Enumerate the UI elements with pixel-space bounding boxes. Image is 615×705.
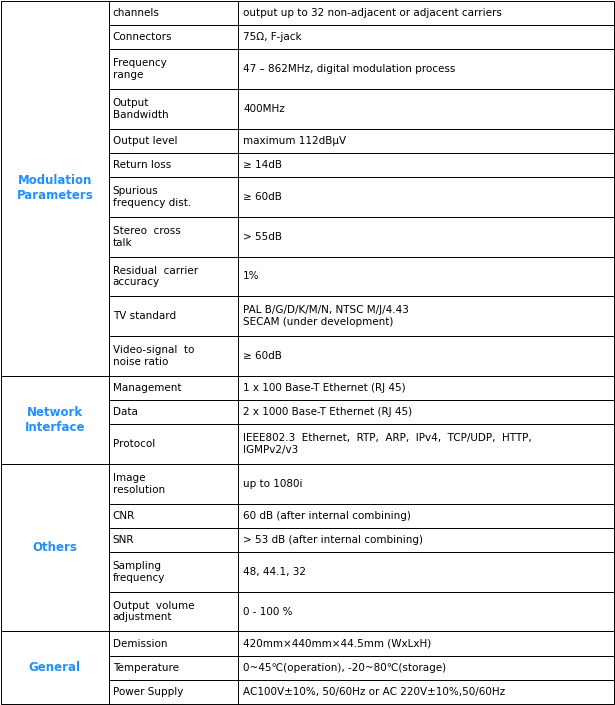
Text: 60 dB (after internal combining): 60 dB (after internal combining) (243, 510, 411, 521)
Bar (238, 552, 614, 591)
Text: Protocol: Protocol (113, 439, 155, 449)
Text: Modulation
Parameters: Modulation Parameters (17, 174, 93, 202)
Text: Frequency
range: Frequency range (113, 59, 167, 80)
Bar (1, 376, 109, 464)
Text: Spurious
frequency dist.: Spurious frequency dist. (113, 186, 191, 208)
Text: AC100V±10%, 50/60Hz or AC 220V±10%,50/60Hz: AC100V±10%, 50/60Hz or AC 220V±10%,50/60… (243, 687, 506, 697)
Bar (109, 680, 238, 704)
Text: Demission: Demission (113, 639, 167, 649)
Text: up to 1080i: up to 1080i (243, 479, 303, 489)
Text: 1 x 100 Base-T Ethernet (RJ 45): 1 x 100 Base-T Ethernet (RJ 45) (243, 383, 406, 393)
Text: Management: Management (113, 383, 181, 393)
Bar (109, 400, 238, 424)
Text: Video-signal  to
noise ratio: Video-signal to noise ratio (113, 345, 194, 367)
Bar (109, 25, 238, 49)
Bar (238, 503, 614, 528)
Text: Others: Others (33, 541, 77, 554)
Text: Residual  carrier
accuracy: Residual carrier accuracy (113, 266, 198, 288)
Text: Network
Interface: Network Interface (25, 406, 85, 434)
Bar (109, 89, 238, 129)
Bar (238, 464, 614, 503)
Text: Power Supply: Power Supply (113, 687, 183, 697)
Bar (109, 153, 238, 177)
Bar (109, 503, 238, 528)
Text: > 55dB: > 55dB (243, 232, 282, 242)
Text: ≥ 60dB: ≥ 60dB (243, 192, 282, 202)
Text: ≥ 14dB: ≥ 14dB (243, 160, 282, 170)
Bar (238, 680, 614, 704)
Bar (109, 129, 238, 153)
Bar (238, 25, 614, 49)
Text: channels: channels (113, 8, 159, 18)
Bar (109, 591, 238, 632)
Bar (109, 552, 238, 591)
Bar (1, 464, 109, 632)
Bar (238, 217, 614, 257)
Bar (238, 177, 614, 217)
Text: 0~45℃(operation), -20~80℃(storage): 0~45℃(operation), -20~80℃(storage) (243, 663, 446, 673)
Text: 47 – 862MHz, digital modulation process: 47 – 862MHz, digital modulation process (243, 64, 456, 74)
Text: Temperature: Temperature (113, 663, 178, 673)
Text: Output level: Output level (113, 136, 177, 146)
Text: 75Ω, F-jack: 75Ω, F-jack (243, 32, 302, 42)
Text: Output  volume
adjustment: Output volume adjustment (113, 601, 194, 623)
Text: 1%: 1% (243, 271, 260, 281)
Text: 420mm×440mm×44.5mm (WxLxH): 420mm×440mm×44.5mm (WxLxH) (243, 639, 432, 649)
Bar (238, 632, 614, 656)
Text: IEEE802.3  Ethernet,  RTP,  ARP,  IPv4,  TCP/UDP,  HTTP,
IGMPv2/v3: IEEE802.3 Ethernet, RTP, ARP, IPv4, TCP/… (243, 434, 532, 455)
Bar (109, 1, 238, 25)
Bar (238, 656, 614, 680)
Bar (238, 528, 614, 552)
Text: Image
resolution: Image resolution (113, 473, 165, 495)
Bar (109, 632, 238, 656)
Bar (238, 400, 614, 424)
Bar (238, 153, 614, 177)
Bar (109, 296, 238, 336)
Text: > 53 dB (after internal combining): > 53 dB (after internal combining) (243, 535, 423, 545)
Text: TV standard: TV standard (113, 311, 176, 321)
Text: ≥ 60dB: ≥ 60dB (243, 351, 282, 361)
Bar (109, 424, 238, 464)
Bar (1, 1, 109, 376)
Bar (109, 217, 238, 257)
Text: General: General (29, 661, 81, 674)
Bar (238, 376, 614, 400)
Bar (109, 464, 238, 503)
Bar (109, 177, 238, 217)
Bar (109, 336, 238, 376)
Bar (238, 49, 614, 89)
Bar (109, 49, 238, 89)
Bar (238, 424, 614, 464)
Bar (238, 257, 614, 296)
Bar (238, 1, 614, 25)
Bar (109, 376, 238, 400)
Bar (109, 656, 238, 680)
Text: CNR: CNR (113, 510, 135, 521)
Bar (109, 257, 238, 296)
Text: SNR: SNR (113, 535, 134, 545)
Text: PAL B/G/D/K/M/N, NTSC M/J/4.43
SECAM (under development): PAL B/G/D/K/M/N, NTSC M/J/4.43 SECAM (un… (243, 305, 409, 327)
Text: 400MHz: 400MHz (243, 104, 285, 114)
Bar (238, 336, 614, 376)
Bar (238, 129, 614, 153)
Bar (238, 89, 614, 129)
Bar (1, 632, 109, 704)
Bar (238, 591, 614, 632)
Text: Sampling
frequency: Sampling frequency (113, 561, 165, 582)
Text: 48, 44.1, 32: 48, 44.1, 32 (243, 567, 306, 577)
Text: Return loss: Return loss (113, 160, 171, 170)
Text: Output
Bandwidth: Output Bandwidth (113, 98, 169, 120)
Text: output up to 32 non-adjacent or adjacent carriers: output up to 32 non-adjacent or adjacent… (243, 8, 502, 18)
Bar (109, 528, 238, 552)
Text: Stereo  cross
talk: Stereo cross talk (113, 226, 180, 247)
Bar (238, 296, 614, 336)
Text: Connectors: Connectors (113, 32, 172, 42)
Text: Data: Data (113, 407, 138, 417)
Text: maximum 112dBμV: maximum 112dBμV (243, 136, 346, 146)
Text: 2 x 1000 Base-T Ethernet (RJ 45): 2 x 1000 Base-T Ethernet (RJ 45) (243, 407, 412, 417)
Text: 0 - 100 %: 0 - 100 % (243, 606, 293, 617)
